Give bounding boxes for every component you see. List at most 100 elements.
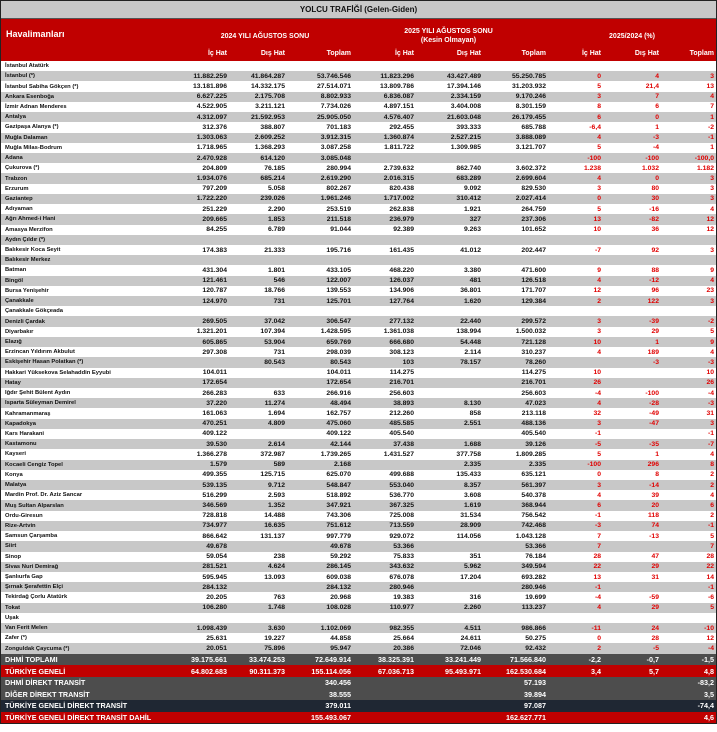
dis-2025-cell bbox=[416, 700, 483, 712]
toplam-2024-cell: 211.518 bbox=[326, 215, 351, 223]
dis-2025-cell: 2.334.159 bbox=[450, 93, 481, 101]
dis-pct-cell: 122 bbox=[647, 297, 659, 305]
dis-2024-cell bbox=[229, 378, 287, 388]
dis-pct-cell bbox=[603, 712, 661, 724]
dis-2024-cell: 5.058 bbox=[267, 185, 285, 193]
toplam-pct-cell: 3 bbox=[710, 195, 714, 203]
ic-pct-cell: -1 bbox=[594, 430, 601, 438]
toplam-2025-cell: 742.468 bbox=[521, 522, 546, 530]
dis-pct-cell: 0 bbox=[655, 175, 659, 183]
ic-pct-cell: 4 bbox=[597, 399, 601, 407]
toplam-2024-cell: 53.746.546 bbox=[316, 72, 351, 80]
dis-2025-cell: 858 bbox=[469, 410, 481, 418]
ic-2024-cell: 266.283 bbox=[202, 389, 227, 397]
toplam-2025-cell: 561.397 bbox=[521, 481, 546, 489]
dis-2024-cell: 131.137 bbox=[260, 532, 285, 540]
dis-2024-cell: 633 bbox=[273, 389, 285, 397]
dis-2024-cell: 2.593 bbox=[267, 491, 285, 499]
table-row: Kastamonu 39.530 2.614 42.144 37.438 1.688 39.… bbox=[1, 439, 716, 450]
toplam-pct-cell: 12 bbox=[706, 215, 714, 223]
dis-pct-cell: 20 bbox=[651, 502, 659, 510]
ic-2025-cell bbox=[353, 235, 416, 245]
ic-2024-cell bbox=[179, 688, 229, 700]
toplam-2024-cell: 72.649.914 bbox=[315, 654, 351, 664]
toplam-2024-cell: 25.905.050 bbox=[316, 113, 351, 121]
ic-pct-cell: 0 bbox=[597, 72, 601, 80]
dis-pct-cell: 47 bbox=[651, 553, 659, 561]
group-2025-title: 2025 YILI AĞUSTOS SONU bbox=[404, 28, 493, 35]
dis-2025-cell: 8.130 bbox=[463, 399, 481, 407]
group-2024-header: 2024 YILI AĞUSTOS SONU bbox=[220, 33, 310, 40]
toplam-2024-cell: 625.070 bbox=[326, 471, 351, 479]
dis-pct-cell bbox=[603, 255, 661, 265]
dis-2024-cell: 546 bbox=[273, 277, 285, 285]
ic-pct-cell bbox=[548, 613, 603, 623]
ic-pct-cell: -1 bbox=[594, 583, 601, 591]
ic-2024-cell: 37.220 bbox=[206, 399, 227, 407]
table-row: Ordu-Giresun 728.818 14.488 743.306 725.008 3… bbox=[1, 511, 716, 521]
toplam-pct-cell: 4 bbox=[710, 348, 714, 356]
toplam-pct-cell: -3 bbox=[707, 399, 714, 407]
col-2025-ic: İç Hat bbox=[394, 50, 414, 57]
ic-2025-cell: 134.906 bbox=[389, 287, 414, 295]
ic-2025-cell: 262.838 bbox=[389, 205, 414, 213]
ic-2025-cell: 1.360.874 bbox=[383, 134, 414, 142]
dis-pct-cell: -82 bbox=[649, 215, 659, 223]
airport-name-cell: Sinop bbox=[5, 553, 22, 560]
group-pct-header: 2025/2024 (%) bbox=[609, 33, 655, 40]
ic-pct-cell: 5 bbox=[597, 144, 601, 152]
ic-pct-cell: 10 bbox=[593, 338, 601, 346]
ic-pct-cell: -4 bbox=[594, 389, 601, 397]
dis-pct-cell bbox=[603, 61, 661, 71]
dis-2024-cell bbox=[229, 582, 287, 592]
table-row: Denizli Çardak 269.505 37.042 306.547 277.13… bbox=[1, 316, 716, 327]
ic-pct-cell bbox=[548, 306, 603, 316]
dis-2024-cell bbox=[229, 306, 287, 316]
airport-name-cell: Malatya bbox=[5, 482, 27, 489]
dis-2025-cell: 2.527.215 bbox=[450, 134, 481, 142]
toplam-2025-cell: 26.179.455 bbox=[511, 113, 546, 121]
dis-2025-cell: 78.157 bbox=[460, 358, 481, 366]
toplam-2024-cell: 48.494 bbox=[330, 399, 351, 407]
dis-2024-cell: 76.185 bbox=[264, 164, 285, 172]
ic-2024-cell: 1.321.201 bbox=[196, 328, 227, 336]
dis-pct-cell bbox=[603, 306, 661, 316]
table-row: Gazipaşa Alanya (*) 312.376 388.807 701.183… bbox=[1, 122, 716, 132]
toplam-2024-cell: 80.543 bbox=[330, 358, 351, 366]
airport-name-cell: İstanbul Sabiha Gökçen (*) bbox=[5, 83, 79, 90]
dis-2025-cell: 1.688 bbox=[463, 440, 481, 448]
airport-name-cell: Sivas Nuri Demirağ bbox=[5, 563, 59, 570]
dis-2025-cell: 36.801 bbox=[460, 287, 481, 295]
toplam-2024-cell: 3.912.315 bbox=[320, 134, 351, 142]
ic-2024-cell: 49.678 bbox=[206, 542, 227, 550]
table-row: İstanbul (*) 11.882.259 41.864.287 53.746.5… bbox=[1, 71, 716, 82]
ic-2025-cell: 553.040 bbox=[389, 481, 414, 489]
ic-2025-cell: 216.701 bbox=[389, 379, 414, 387]
ic-pct-cell: 3 bbox=[597, 318, 601, 326]
toplam-2024-cell bbox=[287, 235, 353, 245]
ic-2025-cell: 127.764 bbox=[389, 297, 414, 305]
ic-pct-cell: 3 bbox=[597, 481, 601, 489]
airport-name-cell: Kayseri bbox=[5, 451, 26, 458]
ic-2025-cell: 75.833 bbox=[393, 553, 414, 561]
ic-pct-cell: 7 bbox=[597, 542, 601, 550]
summary-row: DİĞER DİREKT TRANSİT 38.555 39.894 3,5 bbox=[1, 688, 716, 701]
dis-pct-cell: -59 bbox=[649, 593, 659, 601]
toplam-pct-cell: 7 bbox=[710, 542, 714, 550]
airport-name-cell: Adıyaman bbox=[5, 206, 33, 213]
ic-2024-cell: 64.802.683 bbox=[191, 666, 227, 676]
ic-2024-cell: 409.122 bbox=[202, 430, 227, 438]
airport-name-cell: DİĞER DİREKT TRANSİT bbox=[5, 689, 90, 699]
table-row: Amasya Merzifon 84.255 6.789 91.044 92.389 9.… bbox=[1, 225, 716, 235]
ic-2024-cell bbox=[179, 613, 229, 623]
toplam-pct-cell: 26 bbox=[706, 379, 714, 387]
table-row: Hatay 172.654 172.654 216.701 216.701 26 26 bbox=[1, 377, 716, 388]
summary-row: TÜRKİYE GENELİ 64.802.683 90.311.373 155.11… bbox=[1, 665, 716, 677]
ic-pct-cell: -4 bbox=[594, 593, 601, 601]
dis-pct-cell: 4 bbox=[655, 72, 659, 80]
toplam-2024-cell: 155.114.056 bbox=[311, 666, 351, 676]
ic-2025-cell: 11.823.296 bbox=[380, 72, 414, 80]
dis-2024-cell: 80.543 bbox=[264, 358, 285, 366]
toplam-2025-cell: 3.888.089 bbox=[515, 134, 546, 142]
dis-pct-cell: 24 bbox=[651, 624, 659, 632]
